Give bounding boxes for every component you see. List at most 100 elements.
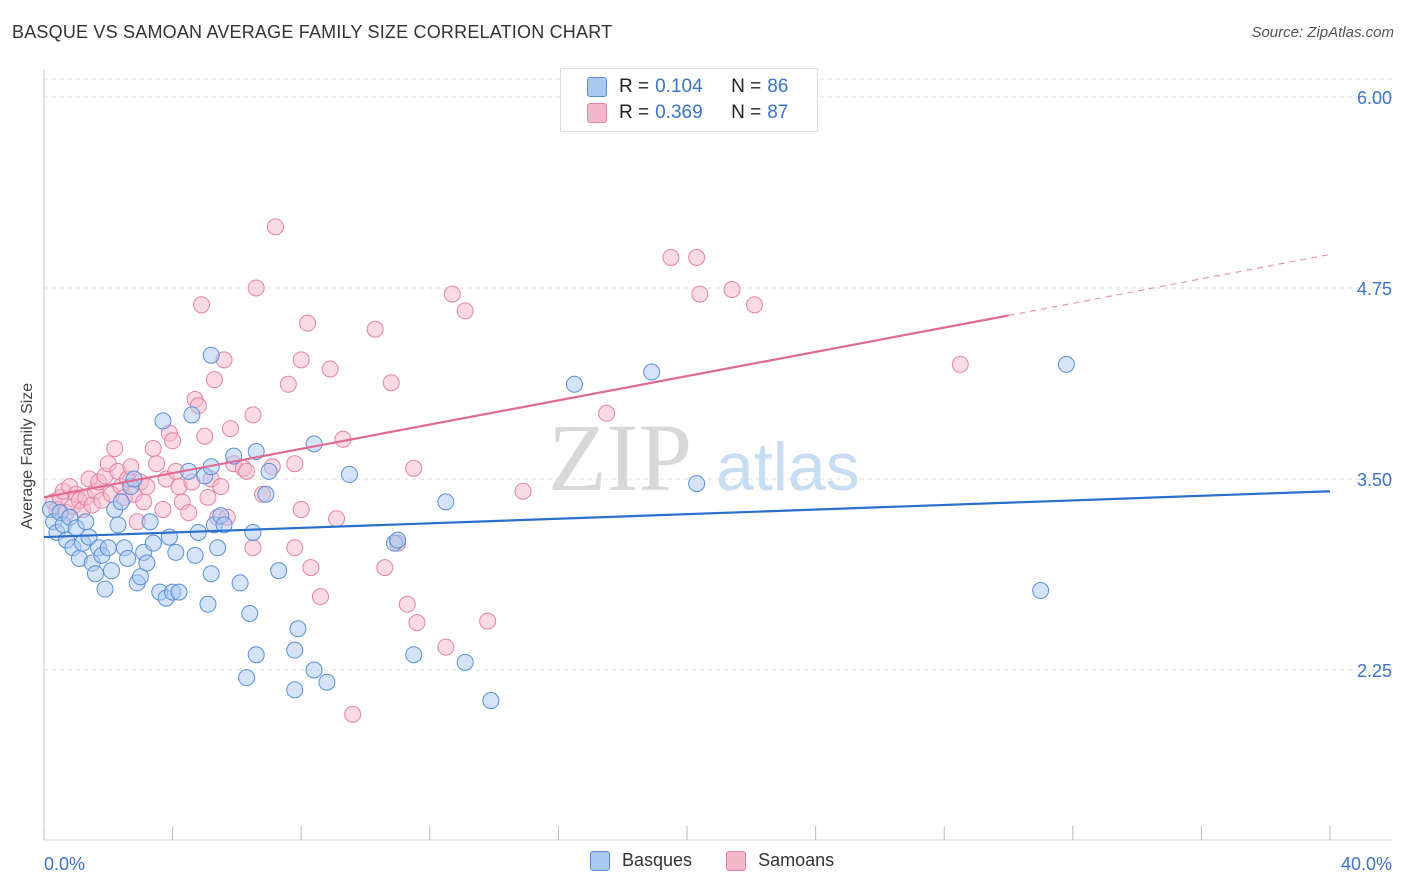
samoan-trend-extension [1008, 253, 1331, 317]
basque-point [688, 475, 706, 493]
basque-point [186, 546, 204, 564]
samoan-point [723, 281, 741, 299]
basques-swatch [590, 850, 610, 871]
basque-r-label: R = [619, 76, 650, 97]
watermark-atlas: atlas [716, 429, 860, 505]
samoan-point [405, 459, 423, 477]
basque-point [154, 412, 172, 430]
basque-point [209, 539, 227, 557]
samoan-point [279, 375, 297, 393]
legend-row-basque: R = 0.104 N = 86 [587, 75, 788, 99]
basque-point [86, 565, 104, 583]
basque-point [305, 435, 323, 453]
basque-point [131, 568, 149, 586]
samoan-point [456, 302, 474, 320]
legend-row-samoan: R = 0.369 N = 87 [587, 101, 788, 125]
samoans-swatch [726, 850, 747, 871]
basque-point [405, 646, 423, 664]
samoan-point [292, 501, 310, 519]
samoan-point [212, 478, 230, 496]
samoan-point [266, 218, 284, 236]
samoan-point [398, 595, 416, 613]
basque-point [167, 543, 185, 561]
watermark-zip: ZIP [548, 404, 692, 511]
samoan-point [328, 510, 346, 528]
legend-item-samoans[interactable]: Samoans [726, 850, 834, 871]
samoan-point [106, 439, 124, 457]
samoan-point [299, 314, 317, 332]
legend-item-basques[interactable]: Basques [590, 850, 692, 871]
samoan-point [302, 559, 320, 577]
samoan-point [479, 612, 497, 630]
basque-point [565, 375, 583, 393]
samoan-point [688, 248, 706, 266]
y-tick-label: 3.50 [1357, 470, 1392, 490]
basque-point [183, 406, 201, 424]
basque-point [482, 692, 500, 710]
basque-trend-line [43, 490, 1331, 539]
y-tick-label: 4.75 [1357, 279, 1392, 299]
basque-point [199, 595, 217, 613]
basque-point [389, 531, 407, 549]
basque-point [231, 574, 249, 592]
samoan-point [199, 488, 217, 506]
y-tick-label: 2.25 [1357, 661, 1392, 681]
basque-point [340, 465, 358, 483]
basque-point [141, 513, 159, 531]
basque-point [305, 661, 323, 679]
basque-point [1057, 355, 1075, 373]
samoan-n-label: N = [731, 102, 762, 123]
correlation-legend: R = 0.104 N = 86 R = 0.369 N = 87 [560, 68, 818, 132]
basque-point [318, 673, 336, 691]
watermark: ZIP atlas [548, 404, 860, 511]
samoan-point [408, 614, 426, 632]
basque-n-value: 86 [767, 76, 789, 97]
samoan-n-value: 87 [767, 102, 789, 123]
basque-point [289, 620, 307, 638]
basque-point [1032, 582, 1050, 600]
samoan-point [598, 404, 616, 422]
samoan-point [443, 285, 461, 303]
samoan-point [144, 439, 162, 457]
basque-point [80, 528, 98, 546]
basques-label: Basques [622, 850, 693, 870]
tick-labels: 2.25 3.50 4.75 6.00 0.0% 40.0% [44, 88, 1392, 874]
basque-point [270, 562, 288, 580]
samoan-point [366, 320, 384, 338]
samoan-point [321, 360, 339, 378]
y-tick-label: 6.00 [1357, 88, 1392, 108]
basque-point [103, 562, 121, 580]
basque-point [286, 681, 304, 699]
basque-point [241, 604, 259, 622]
basque-swatch [587, 77, 607, 97]
x-tick-label: 0.0% [44, 854, 85, 874]
basque-point [238, 669, 256, 687]
samoan-point [382, 374, 400, 392]
samoan-trend-line [43, 314, 1009, 499]
samoan-r-value: 0.369 [655, 102, 703, 123]
samoan-point [180, 504, 198, 522]
basque-point [202, 346, 220, 364]
samoan-swatch [587, 103, 607, 123]
basque-n-label: N = [731, 76, 762, 97]
x-tick-label: 40.0% [1341, 854, 1392, 874]
samoan-point [286, 455, 304, 473]
chart-title: BASQUE VS SAMOAN AVERAGE FAMILY SIZE COR… [12, 22, 613, 42]
basque-point [643, 363, 661, 381]
samoan-point [193, 296, 211, 314]
axes [43, 70, 1392, 841]
basque-point [109, 516, 127, 534]
samoan-point [238, 462, 256, 480]
samoan-point [286, 539, 304, 557]
basque-point [112, 493, 130, 511]
basque-point [215, 516, 233, 534]
samoan-point [205, 371, 223, 389]
basque-point [77, 513, 95, 531]
series-legend: Basques Samoans [590, 850, 868, 871]
samoan-point [662, 248, 680, 266]
basque-point [257, 485, 275, 503]
samoan-point [691, 285, 709, 303]
trend-lines [43, 253, 1331, 539]
samoan-point [244, 406, 262, 424]
